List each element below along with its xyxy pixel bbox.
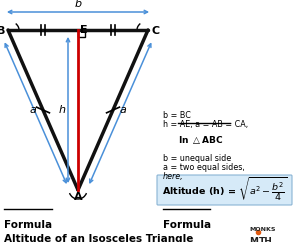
Text: M: M	[249, 237, 258, 242]
Text: Formula: Formula	[4, 220, 52, 230]
Text: h = AE, a = AB = CA,: h = AE, a = AB = CA,	[163, 120, 248, 129]
Bar	[78, 30, 85, 37]
Text: A: A	[74, 192, 82, 202]
Text: here,: here,	[163, 172, 184, 181]
Text: TH: TH	[259, 237, 273, 242]
Text: Altitude (h) = $\sqrt{a^2 - \dfrac{b^2}{4}}$: Altitude (h) = $\sqrt{a^2 - \dfrac{b^2}{…	[162, 176, 287, 204]
Text: B: B	[0, 26, 5, 36]
Text: a: a	[30, 105, 36, 115]
Text: MONKS: MONKS	[249, 227, 275, 232]
FancyBboxPatch shape	[157, 175, 292, 205]
Text: Altitude of an Isosceles Triangle: Altitude of an Isosceles Triangle	[4, 234, 194, 242]
Text: a: a	[120, 105, 126, 115]
Text: a = two equal sides,: a = two equal sides,	[163, 163, 245, 172]
Text: E: E	[80, 25, 88, 35]
Text: In $\triangle$ABC: In $\triangle$ABC	[178, 134, 223, 146]
Text: Formula: Formula	[163, 220, 211, 230]
Text: h: h	[58, 105, 65, 115]
Text: b = unequal side: b = unequal side	[163, 154, 231, 163]
Text: C: C	[151, 26, 159, 36]
Text: b = BC: b = BC	[163, 111, 191, 120]
Text: b: b	[74, 0, 82, 9]
